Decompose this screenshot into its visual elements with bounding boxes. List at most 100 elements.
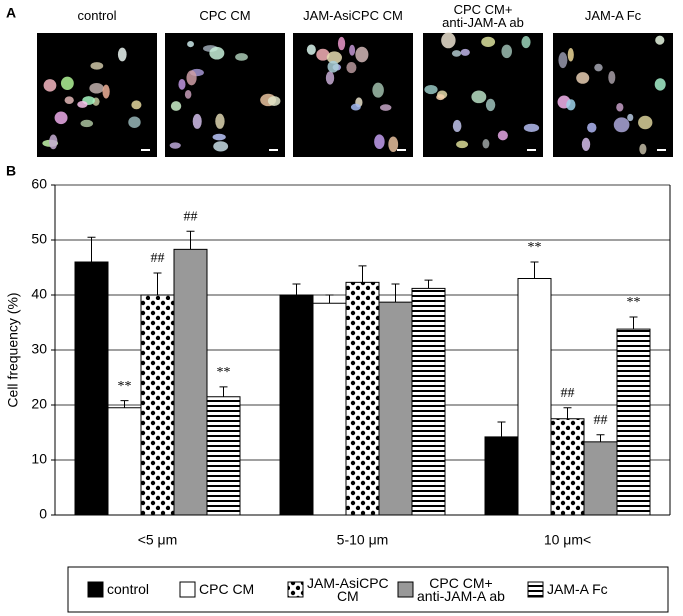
error-bar <box>629 316 638 330</box>
cell <box>326 51 342 64</box>
y-tick-label: 30 <box>31 341 47 357</box>
cell <box>566 99 576 111</box>
cell <box>627 113 634 122</box>
cell <box>117 47 127 62</box>
cell <box>350 103 361 111</box>
panel-label: A <box>6 5 16 21</box>
error-bar <box>563 407 572 419</box>
cell <box>587 122 597 133</box>
bar <box>616 328 651 516</box>
cell <box>346 62 357 74</box>
cell <box>374 134 385 150</box>
y-tick-label: 0 <box>39 506 47 522</box>
cell <box>192 113 202 129</box>
y-tick-label: 10 <box>31 451 47 467</box>
cell <box>471 90 487 104</box>
cell <box>89 83 104 94</box>
cell <box>638 115 653 130</box>
cell <box>436 94 445 101</box>
cell <box>186 70 197 86</box>
bar <box>345 281 380 516</box>
cell <box>372 82 384 98</box>
error-bar <box>153 272 162 295</box>
y-tick-label: 40 <box>31 286 47 302</box>
error-bar <box>424 279 433 289</box>
cell <box>337 36 346 51</box>
error-bar <box>596 434 605 442</box>
annotation: ** <box>528 240 542 255</box>
cell <box>380 104 392 111</box>
cell <box>639 143 647 155</box>
bar <box>107 407 142 516</box>
error-bar <box>186 230 195 250</box>
x-tick-label: <5 μm <box>138 532 178 548</box>
error-bar <box>497 421 506 437</box>
cell <box>608 70 616 84</box>
bar <box>517 278 552 516</box>
cell <box>43 79 57 92</box>
cell <box>485 98 496 112</box>
cell <box>169 142 181 149</box>
cell <box>327 60 339 73</box>
cell <box>654 78 666 91</box>
annotation: ** <box>217 365 231 380</box>
cell <box>187 41 194 48</box>
cell <box>497 130 508 141</box>
cell <box>235 53 248 61</box>
cell <box>441 32 456 49</box>
legend-label: control <box>107 581 150 597</box>
annotation: ** <box>118 379 132 394</box>
cell <box>482 138 490 149</box>
annotation: ## <box>151 251 165 266</box>
cell <box>102 84 110 99</box>
cell <box>655 35 665 45</box>
y-tick-label: 60 <box>31 176 47 192</box>
bar <box>173 248 208 516</box>
image-label: CPC CM+ anti-JAM-A ab <box>442 2 524 30</box>
cell <box>306 44 316 55</box>
cell <box>616 102 624 112</box>
cell <box>131 100 142 110</box>
bar <box>206 396 241 516</box>
error-bar <box>530 261 539 279</box>
cell <box>613 117 630 133</box>
cell <box>128 116 141 128</box>
annotation: ## <box>561 386 575 401</box>
bar <box>550 418 585 516</box>
image-label: control <box>77 8 117 23</box>
legend-label: JAM-A Fc <box>547 581 608 597</box>
cell <box>215 113 225 129</box>
bar <box>583 441 618 516</box>
cell <box>209 46 225 60</box>
bar <box>411 287 446 516</box>
annotation: ## <box>594 413 608 428</box>
bar <box>279 294 314 516</box>
legend-swatch <box>397 581 414 598</box>
y-axis-label: Cell frequency (%) <box>5 292 21 407</box>
annotation: ** <box>627 295 641 310</box>
cell <box>456 140 469 149</box>
cell <box>451 50 462 57</box>
y-tick-label: 50 <box>31 231 47 247</box>
cell <box>349 44 356 56</box>
image-label: JAM-AsiCPC CM <box>303 8 403 23</box>
cell <box>212 133 226 141</box>
cell <box>460 48 470 56</box>
cell <box>558 52 568 69</box>
cell <box>90 62 104 70</box>
legend-box <box>67 566 669 613</box>
legend-swatch <box>287 581 304 598</box>
cell <box>388 136 399 153</box>
micrograph <box>37 33 157 157</box>
cell <box>523 123 540 133</box>
x-tick-label: 10 μm< <box>544 532 591 548</box>
legend-swatch <box>87 581 104 598</box>
x-tick-label: 5-10 μm <box>337 532 389 548</box>
annotation: ## <box>184 209 198 224</box>
cell <box>184 89 192 99</box>
cell <box>49 134 58 150</box>
cell <box>213 141 229 152</box>
image-label: JAM-A Fc <box>584 8 642 23</box>
bar <box>74 261 109 516</box>
